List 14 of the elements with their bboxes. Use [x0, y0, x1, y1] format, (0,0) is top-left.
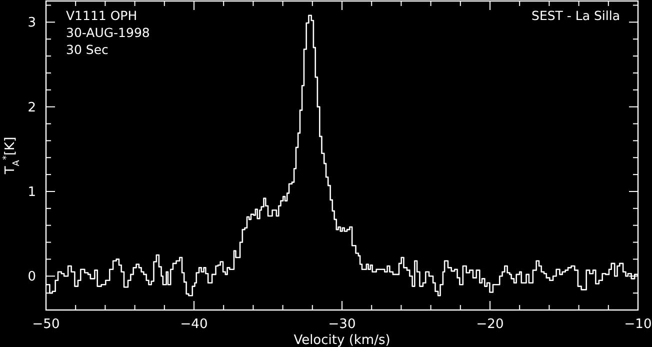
y-tick-label: 3: [28, 16, 36, 31]
annotation: V1111 OPH: [66, 8, 138, 23]
annotation: 30-AUG-1998: [66, 25, 150, 40]
x-tick-label: −10: [624, 317, 652, 332]
y-tick-label: 2: [28, 100, 36, 116]
x-axis-title: Velocity (km/s): [294, 333, 390, 347]
x-tick-label: −40: [180, 317, 208, 332]
x-tick-label: −50: [32, 317, 60, 332]
annotation: 30 Sec: [66, 42, 109, 57]
x-tick-label: −20: [476, 317, 504, 332]
annotation: SEST - La Silla: [532, 8, 620, 23]
x-tick-label: −30: [328, 317, 356, 332]
y-tick-label: 1: [28, 184, 36, 200]
y-tick-label: 0: [28, 270, 36, 285]
